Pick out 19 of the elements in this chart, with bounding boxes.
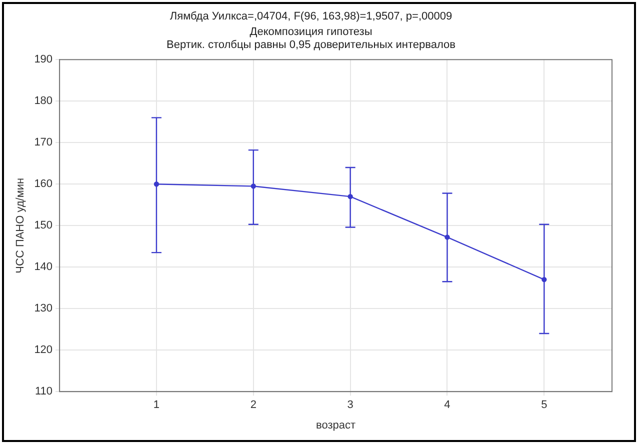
y-tick-label: 190 — [34, 54, 53, 66]
x-tick-label: 5 — [541, 399, 548, 412]
y-tick-label: 150 — [34, 220, 53, 232]
chart-title: Лямбда Уилкса=,04704, F(96, 163,98)=1,9507, p=,00009 — [170, 10, 452, 23]
x-axis-title: возраст — [316, 419, 356, 432]
x-tick-label: 4 — [444, 399, 450, 412]
text: Декомпозиция гипотезы — [250, 26, 372, 38]
x-tick-label: 2 — [250, 399, 256, 412]
y-tick-label: 120 — [34, 344, 53, 356]
y-axis-title: ЧСС ПАНО уд/мин — [14, 178, 27, 274]
x-tick-label: 1 — [153, 399, 160, 412]
x-tick-label: 3 — [347, 399, 354, 412]
y-tick-label: 130 — [34, 302, 53, 315]
y-tick-label: 110 — [35, 386, 53, 398]
text: Вертик. столбцы равны 0,95 доверительных интервалов — [166, 39, 456, 52]
y-tick-label: 160 — [34, 178, 53, 190]
y-tick-label: 170 — [34, 136, 53, 149]
y-tick-label: 140 — [34, 261, 53, 274]
y-tick-label: 180 — [34, 95, 53, 108]
